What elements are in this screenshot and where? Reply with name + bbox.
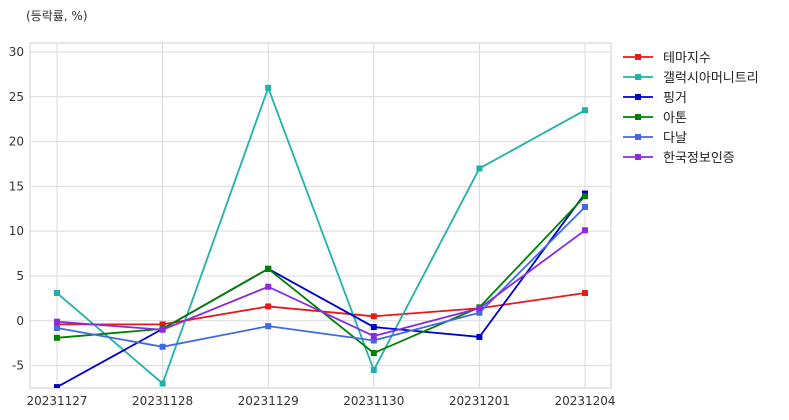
data-point: [582, 193, 588, 200]
y-tick-label: 15: [9, 179, 24, 193]
legend-item: 핑거: [623, 91, 687, 106]
legend-item: 갤럭시아머니트리: [623, 71, 759, 86]
data-point: [582, 227, 588, 234]
x-tick-label: 20231127: [26, 394, 87, 408]
data-point: [582, 290, 588, 297]
data-point: [54, 290, 60, 297]
grid: [30, 43, 611, 388]
x-axis-ticks: 20231127 20231128 20231129 20231130 20231201…: [26, 394, 615, 408]
legend-marker: [635, 54, 641, 60]
legend-label: 갤럭시아머니트리: [663, 71, 759, 86]
legend-item: 아톤: [623, 111, 687, 126]
unit-label: (등락률, %): [26, 9, 88, 23]
plot-area: [29, 42, 612, 389]
data-point: [582, 203, 588, 210]
x-tick-label: 20231201: [449, 394, 510, 408]
legend-label: 다날: [663, 131, 687, 146]
data-point: [54, 334, 60, 341]
series-group: [54, 227, 588, 340]
data-point: [159, 343, 166, 350]
data-point: [54, 324, 60, 331]
data-point: [370, 337, 377, 344]
data-point: [370, 350, 377, 357]
data-point: [370, 367, 377, 374]
y-tick-label: 25: [9, 90, 24, 104]
x-tick-label: 20231130: [343, 394, 404, 408]
legend-label: 테마지수: [663, 51, 711, 66]
data-point: [476, 165, 483, 172]
data-point: [265, 84, 272, 91]
x-tick-label: 20231204: [554, 394, 615, 408]
legend-item: 테마지수: [623, 51, 711, 66]
data-point: [476, 305, 483, 312]
series-lines: [54, 84, 588, 388]
y-tick-label: 10: [9, 224, 24, 238]
series-line: [56, 193, 586, 388]
series-group: [54, 84, 588, 387]
data-point: [476, 309, 483, 316]
y-axis-ticks: -5 0 5 10 15 20 25 30: [9, 45, 24, 373]
data-point: [582, 107, 588, 114]
y-tick-label: 0: [16, 314, 24, 328]
legend-marker: [635, 114, 641, 120]
legend-marker: [635, 134, 641, 140]
legend-label: 핑거: [663, 91, 687, 106]
data-point: [370, 333, 377, 340]
data-point: [370, 313, 377, 320]
series-line: [56, 85, 586, 386]
data-point: [265, 303, 272, 310]
data-point: [370, 324, 377, 331]
data-point: [265, 265, 272, 272]
data-point: [54, 384, 60, 388]
data-point: [159, 326, 166, 333]
x-tick-label: 20231128: [132, 394, 193, 408]
x-tick-label: 20231129: [238, 394, 299, 408]
legend-item: 다날: [623, 131, 687, 146]
legend-marker: [635, 154, 641, 160]
data-point: [265, 323, 272, 330]
data-point: [265, 283, 272, 290]
data-point: [54, 318, 60, 325]
data-point: [159, 321, 166, 328]
y-tick-label: 30: [9, 45, 24, 59]
legend-marker: [635, 74, 641, 80]
legend-marker: [635, 94, 641, 100]
legend-label: 아톤: [663, 111, 687, 126]
y-tick-label: -5: [12, 359, 24, 373]
data-point: [159, 380, 166, 387]
y-tick-label: 20: [9, 135, 24, 149]
data-point: [476, 333, 483, 340]
y-tick-label: 5: [16, 269, 24, 283]
legend-item: 한국정보인증: [623, 151, 735, 166]
legend-label: 한국정보인증: [663, 151, 735, 166]
series-line: [56, 229, 586, 337]
